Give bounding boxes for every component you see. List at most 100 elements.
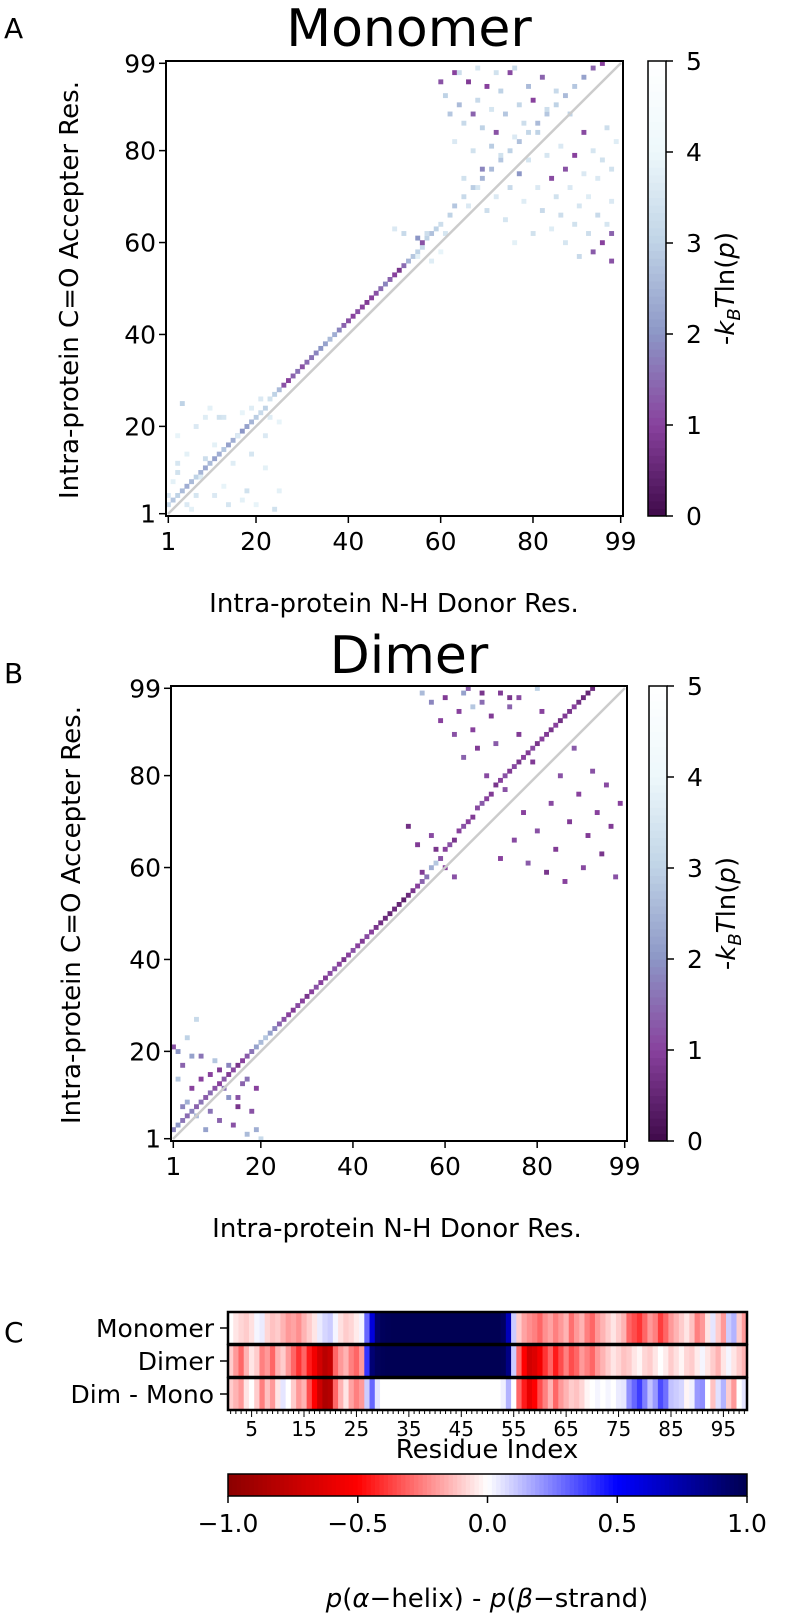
colorbar-segment — [548, 1474, 553, 1496]
heatmap-cell — [382, 915, 388, 921]
residue-cell — [479, 1345, 486, 1377]
heatmap-cell — [419, 690, 425, 696]
colorbar-tick-label: 1 — [687, 1036, 703, 1065]
residue-tick-label: 55 — [501, 1417, 526, 1441]
heatmap-cell — [572, 152, 578, 158]
heatmap-cell — [484, 83, 490, 89]
heatmap-cell — [461, 120, 467, 126]
colorbar-segment — [461, 1474, 467, 1496]
colorbar-segment — [648, 136, 666, 145]
heatmap-cell — [576, 254, 582, 259]
colorbar-segment — [649, 761, 667, 770]
residue-cell — [411, 1378, 418, 1410]
residue-cell — [479, 1378, 486, 1410]
residue-cell — [642, 1345, 648, 1377]
residue-cell — [416, 1378, 423, 1410]
heatmap-cell — [419, 240, 425, 246]
heatmap-cell — [489, 143, 495, 149]
heatmap-cell — [401, 231, 407, 236]
residue-cell — [631, 1312, 638, 1344]
colorbar-segment — [649, 716, 667, 725]
heatmap-cell — [539, 708, 545, 714]
residue-cell — [233, 1378, 239, 1410]
heatmap-cell — [267, 396, 273, 402]
residue-cell — [332, 1312, 339, 1344]
heatmap-cell — [262, 405, 268, 411]
heatmap-cell — [562, 93, 568, 99]
residue-cell — [663, 1312, 669, 1344]
heatmap-cell — [507, 704, 513, 710]
heatmap-cell — [534, 741, 540, 747]
residue-cell — [532, 1378, 538, 1410]
colorbar-tick-label: 2 — [687, 945, 703, 974]
heatmap-cell — [295, 1003, 301, 1009]
heatmap-cell — [516, 759, 522, 765]
residue-cell — [542, 1378, 549, 1410]
residue-cell — [364, 1312, 370, 1344]
residue-cell — [647, 1378, 654, 1410]
residue-cell — [542, 1345, 549, 1377]
colorbar-segment — [349, 1474, 354, 1496]
residue-tick-label: 25 — [344, 1417, 369, 1441]
cb-label-k: k — [711, 320, 741, 336]
colorbar-segment — [509, 1474, 514, 1496]
heatmap-cell — [415, 842, 421, 848]
colorbar-segment — [648, 455, 666, 464]
colorbar-segment — [649, 1072, 667, 1081]
residue-cell — [495, 1345, 502, 1377]
residue-cell — [385, 1312, 391, 1344]
colorbar-segment — [535, 1474, 540, 1496]
colorbar-segment — [649, 951, 667, 960]
heatmap-cell — [263, 1035, 269, 1041]
heatmap-cell — [553, 88, 559, 94]
residue-cell — [521, 1345, 528, 1377]
heatmap-cell — [572, 83, 578, 89]
y-tick-label: 99 — [124, 49, 156, 78]
heatmap-cell — [355, 309, 361, 315]
colorbar-segment — [648, 318, 666, 327]
heatmap-cell — [202, 465, 208, 471]
row-labels: Monomer Dimer Dim - Mono — [71, 1314, 228, 1409]
colorbar-segment — [729, 1474, 735, 1496]
colorbar-segment — [569, 1474, 575, 1496]
heatmap-cell — [207, 405, 213, 411]
heatmap-cell — [170, 479, 176, 485]
heatmap-cell — [507, 148, 513, 154]
residue-cell — [537, 1312, 543, 1344]
heatmap-cell — [378, 920, 384, 926]
residue-cell — [322, 1312, 329, 1344]
residue-cell — [668, 1312, 675, 1344]
residue-cell — [385, 1378, 391, 1410]
colorbar-segment — [648, 265, 666, 274]
helix-strand-colorbar-label: p(α−helix) - p(β−strand) — [325, 1584, 649, 1614]
heatmap-cell — [507, 185, 513, 190]
heatmap-cell — [184, 451, 190, 457]
heatmap-cell — [456, 70, 462, 76]
heatmap-cell — [470, 814, 476, 820]
colorbar-segment — [648, 106, 666, 115]
heatmap-cell — [313, 350, 319, 356]
residue-cell — [301, 1345, 308, 1377]
cb-label-part: - — [711, 336, 741, 345]
heatmap-cell — [424, 235, 430, 241]
residue-cell — [338, 1378, 344, 1410]
heatmap-cell — [253, 1044, 259, 1050]
dimer-y-label: Intra-protein C=O Accepter Res. — [57, 706, 87, 1124]
heatmap-cell — [240, 1058, 245, 1064]
colorbar-segment — [649, 723, 667, 732]
residue-cell — [416, 1345, 423, 1377]
heatmap-cell — [452, 203, 458, 209]
residue-cell — [505, 1312, 512, 1344]
residue-cell — [490, 1312, 496, 1344]
heatmap-cell — [544, 111, 550, 117]
heatmap-cell — [318, 345, 324, 351]
heatmap-cell — [553, 102, 559, 108]
colorbar-segment — [561, 1474, 566, 1496]
heatmap-cell — [488, 791, 494, 797]
heatmap-cell — [239, 497, 245, 503]
heatmap-cell — [171, 1127, 176, 1133]
heatmap-cell — [599, 157, 605, 163]
colorbar-segment — [649, 898, 667, 907]
heatmap-cell — [295, 368, 301, 374]
